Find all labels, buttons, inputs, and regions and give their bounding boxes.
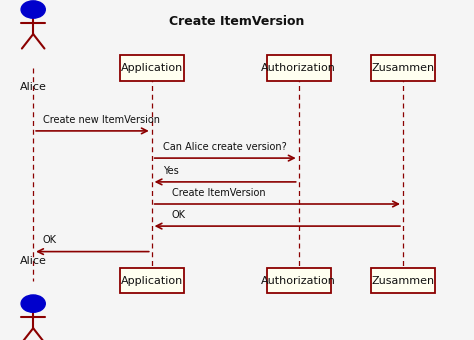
Bar (119, 55, 184, 81)
Bar (266, 55, 331, 81)
Bar (266, 268, 331, 293)
Text: Yes: Yes (164, 166, 179, 176)
Bar (371, 55, 435, 81)
Text: Create ItemVersion: Create ItemVersion (169, 15, 305, 28)
Circle shape (21, 295, 45, 312)
Text: Application: Application (120, 275, 183, 286)
Text: Zusammen: Zusammen (371, 63, 435, 73)
Text: Create ItemVersion: Create ItemVersion (172, 188, 265, 198)
Text: OK: OK (172, 210, 186, 220)
Text: Create new ItemVersion: Create new ItemVersion (43, 115, 160, 125)
Text: Alice: Alice (20, 256, 46, 266)
Text: Authorization: Authorization (261, 63, 336, 73)
Text: Application: Application (120, 63, 183, 73)
Text: Authorization: Authorization (261, 275, 336, 286)
Circle shape (21, 1, 45, 18)
Bar (371, 268, 435, 293)
Text: Alice: Alice (20, 82, 46, 92)
Text: Zusammen: Zusammen (371, 275, 435, 286)
Bar (119, 268, 184, 293)
Text: Can Alice create version?: Can Alice create version? (164, 142, 287, 152)
Text: OK: OK (43, 236, 57, 245)
